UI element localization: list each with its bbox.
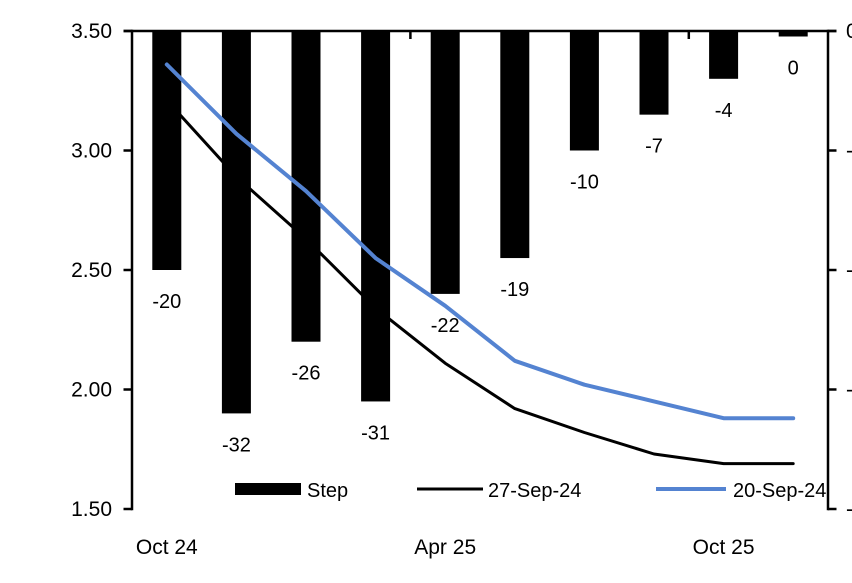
legend-label: Step — [307, 480, 348, 502]
bar-step — [361, 31, 391, 402]
right-axis-tick-label: 0 — [846, 20, 852, 43]
legend-swatch-step — [235, 483, 301, 495]
left-axis-tick-label: 3.00 — [71, 140, 112, 163]
bar-step — [569, 31, 599, 151]
bar-step — [639, 31, 669, 115]
bar-step — [221, 31, 251, 414]
bar-step — [152, 31, 182, 270]
bar-value-label: -31 — [361, 422, 390, 444]
right-axis-tick-label: -10 — [846, 140, 852, 163]
x-axis-label: Apr 25 — [414, 536, 476, 559]
legend-label: 27-Sep-24 — [488, 480, 581, 502]
bar-value-label: -7 — [645, 136, 663, 158]
bar-value-label: -19 — [500, 279, 529, 301]
bar-value-label: -32 — [222, 434, 251, 456]
chart: -20 -32 -26 -31 -22 -19 -10 -7 -4 0 3.50 3.00 2.50 2.… — [40, 16, 852, 567]
line-20-sep-24 — [164, 62, 796, 421]
right-axis-tick-label: -40 — [846, 498, 852, 521]
right-axis-tick-label: -30 — [846, 379, 852, 402]
bar-value-label: 0 — [788, 58, 799, 80]
legend-label: 20-Sep-24 — [733, 480, 826, 502]
bar-value-label: -22 — [431, 315, 460, 337]
x-axis-label: Oct 24 — [136, 536, 198, 559]
right-axis-tick-label: -20 — [846, 259, 852, 282]
line-27-sep-24 — [165, 98, 795, 466]
bar-value-label: -26 — [292, 363, 321, 385]
bar-step — [500, 31, 530, 259]
bar-step — [709, 31, 739, 79]
left-axis-tick-label: 1.50 — [71, 498, 112, 521]
left-axis-tick-label: 2.00 — [71, 379, 112, 402]
bar-step — [778, 31, 808, 37]
left-axis-tick-label: 2.50 — [71, 259, 112, 282]
chart-svg: -20-32-26-31-22-19-10-7-403.503.002.502.… — [71, 20, 852, 559]
bar-value-label: -10 — [570, 172, 599, 194]
bar-step — [291, 31, 321, 342]
bar-value-label: -20 — [152, 291, 181, 313]
x-axis-label: Oct 25 — [693, 536, 755, 559]
bar-value-label: -4 — [715, 100, 733, 122]
bar-step — [430, 31, 460, 294]
left-axis-tick-label: 3.50 — [71, 20, 112, 43]
